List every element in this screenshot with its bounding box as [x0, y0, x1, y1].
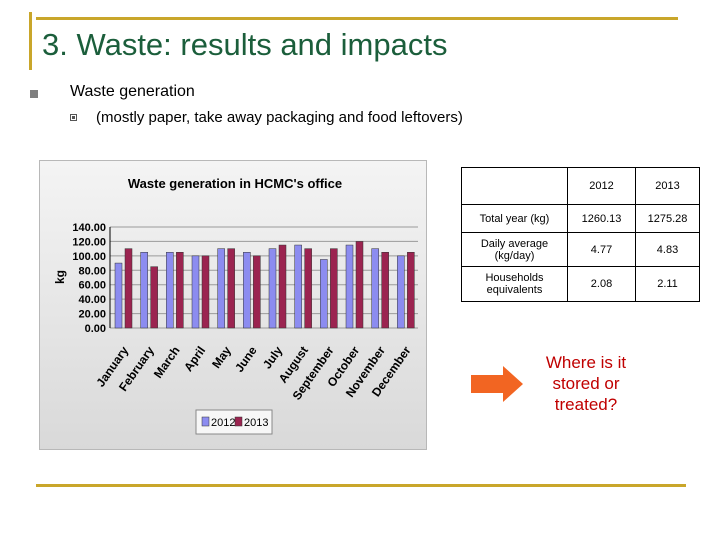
y-tick-label: 40.00 [78, 294, 106, 306]
waste-stats-table: 2012 2013 Total year (kg) 1260.13 1275.2… [461, 167, 700, 302]
bar-2013 [330, 248, 338, 329]
y-tick-label: 140.00 [72, 222, 106, 234]
bar-2012 [371, 248, 379, 329]
table-row-label: Daily average (kg/day) [461, 232, 568, 267]
table-cell: 2.11 [635, 266, 700, 302]
bar-2012 [345, 244, 354, 329]
table-cell: 1260.13 [567, 204, 636, 233]
x-tick-label: June [232, 343, 260, 374]
chart-title: Waste generation in HCMC's office [128, 176, 342, 191]
bullet-waste-generation: Waste generation [70, 83, 195, 100]
legend-label-2013: 2013 [244, 417, 268, 429]
bar-2013 [253, 255, 261, 329]
bar-2013 [176, 252, 184, 329]
table-header-2013: 2013 [635, 167, 700, 205]
y-axis-label: kg [53, 270, 67, 284]
bottom-rule [36, 484, 686, 487]
y-tick-label: 0.00 [85, 323, 106, 335]
bar-2012 [140, 252, 148, 329]
y-tick-label: 120.00 [72, 236, 106, 248]
y-tick-label: 60.00 [78, 280, 106, 292]
x-tick-label: July [260, 343, 285, 371]
x-tick-label: May [209, 343, 234, 370]
table-corner-cell [461, 167, 568, 205]
bar-2012 [243, 252, 251, 329]
x-tick-label: April [181, 344, 208, 374]
legend-swatch-2013 [234, 416, 243, 427]
bullet-waste-composition: (mostly paper, take away packaging and f… [96, 109, 463, 126]
bar-2013 [381, 252, 389, 329]
table-cell: 2.08 [567, 266, 636, 302]
callout-question: Where is it stored or treated? [545, 353, 627, 414]
waste-chart-svg: Waste generation in HCMC's office 0.00 20.… [53, 176, 418, 435]
bar-2013 [278, 244, 287, 329]
bar-2013 [124, 248, 133, 329]
table-row: Total year (kg) 1260.13 1275.28 [461, 204, 700, 233]
bar-2012 [268, 248, 277, 329]
x-tick-label: March [151, 344, 183, 381]
bar-2013 [355, 241, 364, 329]
bar-2012 [166, 252, 174, 329]
bar-2013 [227, 248, 235, 329]
legend-label-2012: 2012 [211, 417, 235, 429]
bar-2012 [114, 262, 123, 329]
table-row: Households equivalents 2.08 2.11 [461, 266, 700, 302]
bar-2013 [407, 252, 415, 329]
top-rule [36, 17, 678, 20]
bar-2012 [320, 259, 328, 329]
table-cell: 1275.28 [635, 204, 700, 233]
table-cell: 4.77 [567, 232, 636, 267]
y-tick-label: 20.00 [78, 309, 106, 321]
bar-2012 [397, 255, 405, 329]
table-row: Daily average (kg/day) 4.77 4.83 [461, 232, 700, 267]
table-header-row: 2012 2013 [461, 167, 700, 205]
bar-2012 [294, 244, 302, 329]
legend-swatch-2012 [201, 416, 210, 427]
slide-title: 3. Waste: results and impacts [42, 27, 448, 62]
bar-2012 [217, 248, 225, 329]
table-cell: 4.83 [635, 232, 700, 267]
bar-2013 [201, 255, 210, 329]
y-tick-label: 100.00 [72, 251, 106, 263]
waste-chart: Waste generation in HCMC's office 0.00 20.… [39, 160, 427, 450]
table-header-2012: 2012 [567, 167, 636, 205]
left-rule [29, 12, 32, 70]
arrow-shape [471, 366, 523, 402]
bar-2013 [150, 266, 158, 329]
table-row-label: Total year (kg) [461, 204, 568, 233]
bar-2013 [304, 248, 312, 329]
checkbox-bullet-icon [70, 114, 77, 121]
bar-2012 [191, 255, 200, 329]
table-row-label: Households equivalents [461, 266, 568, 302]
square-bullet-icon [30, 90, 38, 98]
y-tick-label: 80.00 [78, 265, 106, 277]
right-arrow-icon [471, 366, 523, 402]
